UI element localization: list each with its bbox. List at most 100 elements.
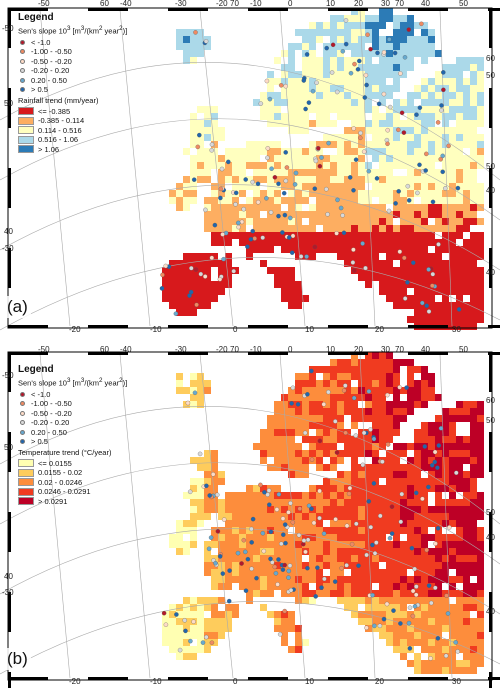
- slope-class-row: -0.50 - -0.20: [18, 409, 127, 419]
- slope-class-row: > 0.5: [18, 437, 127, 447]
- slope-dot-icon: [20, 429, 25, 435]
- top-tick-label: -40: [120, 0, 132, 8]
- left-tick-label: -30: [2, 588, 14, 597]
- slope-class-row: -0.20 - 0.20: [18, 66, 127, 76]
- right-tick-label: 40: [486, 268, 495, 277]
- top-tick-label: -30: [175, 0, 187, 8]
- trend-swatch: [18, 468, 34, 477]
- panel-label: (b): [4, 648, 31, 670]
- sens-slope-title: Sen's slope 103 [m3/(km2 year2)]: [18, 377, 128, 388]
- slope-dot-icon: [20, 49, 25, 55]
- right-tick-label: 40: [486, 533, 495, 542]
- temperature-trend-title: Temperature trend (°C/year): [18, 447, 112, 457]
- map-legend: Legend Sen's slope 103 [m3/(km2 year2)] …: [18, 364, 127, 506]
- trend-class-row: 0.516 - 1.06: [18, 135, 127, 145]
- trend-class-row: -0.385 - 0.114: [18, 116, 127, 126]
- bottom-tick-label: 10: [305, 677, 314, 686]
- slope-dot-icon: [20, 401, 25, 407]
- right-tick-label: 50: [486, 71, 495, 80]
- slope-class-row: < -1.0: [18, 38, 127, 48]
- trend-grid-cells: [162, 8, 484, 330]
- top-tick-label: -10: [250, 345, 262, 354]
- slope-dot-icon: [20, 439, 25, 445]
- slope-dot-icon: [20, 391, 25, 397]
- sens-slope-title: Sen's slope 103 [m3/(km2 year2)]: [18, 25, 128, 36]
- top-tick-label: 60: [100, 0, 109, 8]
- top-tick-label: 20: [354, 345, 363, 354]
- slope-class-row: > 0.5: [18, 85, 127, 95]
- right-tick-label: 50: [486, 162, 495, 171]
- left-tick-label: -30: [2, 244, 14, 253]
- graticule-lines: [0, 9, 500, 331]
- slope-dot-icon: [20, 87, 25, 93]
- trend-class-row: 0.0246 - 0.0291: [18, 487, 127, 497]
- bottom-tick-label: -20: [69, 677, 81, 686]
- station-dots: [159, 18, 462, 316]
- left-tick-label: -50: [2, 371, 14, 380]
- temperature-trend-map: [0, 344, 500, 688]
- trend-class-row: > 1.06: [18, 145, 127, 155]
- top-tick-label: 20: [354, 0, 363, 8]
- top-tick-label: 50: [459, 345, 468, 354]
- slope-class-row: 0.20 - 0.50: [18, 76, 127, 86]
- legend-title: Legend: [18, 12, 54, 23]
- trend-swatch: [18, 107, 34, 116]
- right-tick-label: 50: [486, 416, 495, 425]
- top-tick-label: 70: [230, 0, 239, 8]
- top-tick-label: 40: [421, 345, 430, 354]
- top-tick-label: -20: [216, 345, 228, 354]
- bottom-tick-label: 0: [233, 325, 238, 334]
- top-tick-label: 0: [288, 345, 293, 354]
- trend-class-row: <= 0.0155: [18, 459, 127, 469]
- top-tick-label: 0: [288, 0, 293, 8]
- station-dots: [161, 368, 460, 661]
- top-tick-label: 70: [395, 345, 404, 354]
- right-tick-label: 40: [486, 607, 495, 616]
- bottom-tick-label: 30: [452, 325, 461, 334]
- top-tick-label: -10: [250, 0, 262, 8]
- map-frame: [7, 351, 500, 688]
- right-tick-label: 60: [486, 54, 495, 63]
- map-legend: Legend Sen's slope 103 [m3/(km2 year2)] …: [18, 12, 127, 154]
- rainfall-trend-map: [0, 0, 500, 336]
- trend-swatch: [18, 478, 34, 487]
- slope-class-row: < -1.0: [18, 390, 127, 400]
- left-tick-label: 50: [4, 443, 13, 452]
- bottom-tick-label: 20: [375, 325, 384, 334]
- slope-dot-icon: [20, 68, 25, 74]
- trend-class-row: 0.114 - 0.516: [18, 126, 127, 136]
- slope-class-row: -1.00 - -0.50: [18, 47, 127, 57]
- map-panel-rainfall: -50 60 -40 -30 -20 70 -10 0 10 20 30 70 …: [0, 0, 500, 336]
- top-tick-label: -50: [38, 0, 50, 8]
- bottom-tick-label: -10: [150, 677, 162, 686]
- slope-dot-icon: [20, 39, 25, 45]
- slope-class-row: -0.20 - 0.20: [18, 418, 127, 428]
- top-tick-label: 30: [381, 0, 390, 8]
- trend-swatch: [18, 487, 34, 496]
- trend-class-row: 0.0155 - 0.02: [18, 468, 127, 478]
- map-panel-temperature: -50 60 -40 -30 -20 70 -10 0 10 20 30 70 …: [0, 344, 500, 688]
- map-frame: [7, 7, 500, 329]
- trend-swatch: [18, 145, 34, 154]
- trend-class-row: 0.02 - 0.0246: [18, 478, 127, 488]
- panel-label: (a): [4, 296, 31, 318]
- bottom-tick-label: 0: [233, 677, 238, 686]
- left-tick-label: -50: [2, 24, 14, 33]
- bottom-tick-label: -10: [150, 325, 162, 334]
- trend-swatch: [18, 126, 34, 135]
- bottom-tick-label: -20: [69, 325, 81, 334]
- top-tick-label: -50: [38, 345, 50, 354]
- slope-dot-icon: [20, 58, 25, 64]
- trend-swatch: [18, 497, 34, 506]
- trend-class-row: <= -0.385: [18, 107, 127, 117]
- left-tick-label: 50: [4, 99, 13, 108]
- trend-swatch: [18, 116, 34, 125]
- top-tick-label: 30: [381, 345, 390, 354]
- right-tick-label: 50: [486, 508, 495, 517]
- rainfall-trend-title: Rainfall trend (mm/year): [18, 95, 99, 105]
- bottom-tick-label: 30: [452, 677, 461, 686]
- trend-class-row: > 0.0291: [18, 497, 127, 507]
- top-tick-label: -40: [120, 345, 132, 354]
- legend-title: Legend: [18, 364, 54, 375]
- trend-swatch: [18, 135, 34, 144]
